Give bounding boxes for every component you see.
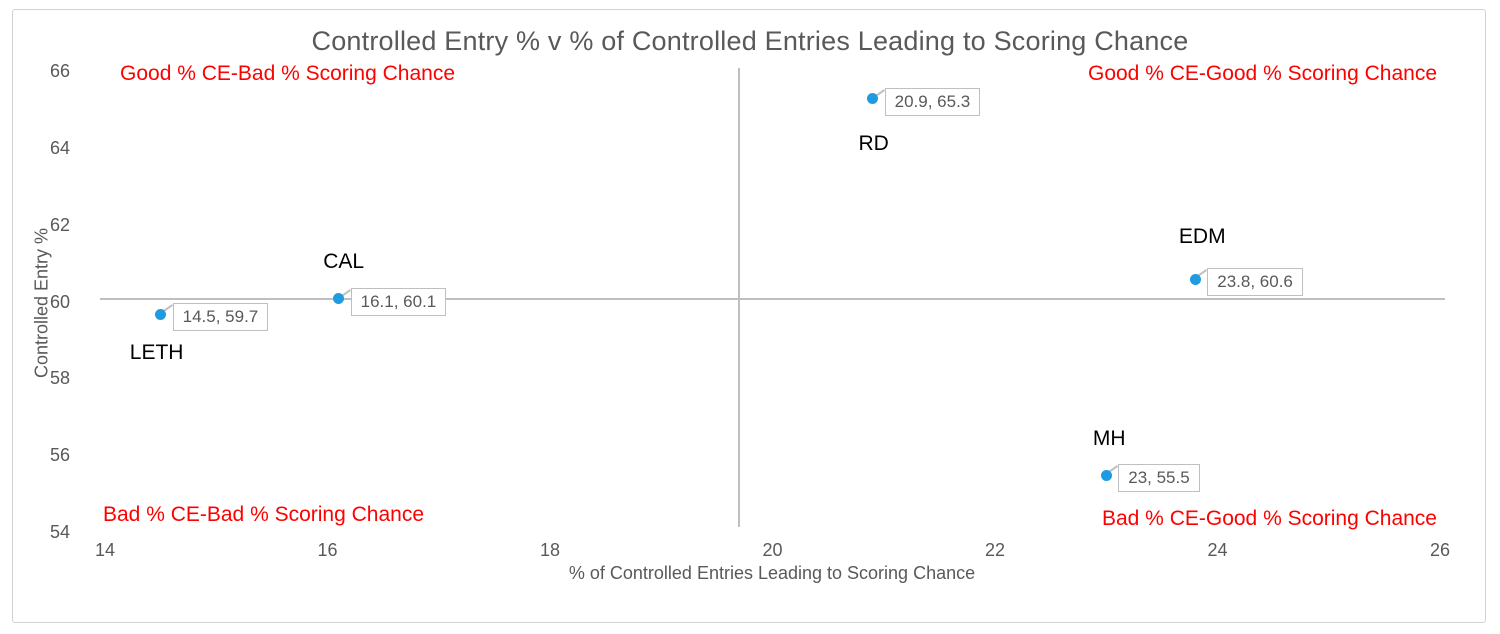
data-callout-leth: 14.5, 59.7 [172,303,269,332]
y-axis-tick-label: 56 [49,445,70,466]
team-label-edm: EDM [1178,225,1226,249]
quadrant-label-top-right: Good % CE-Good % Scoring Chance [1087,62,1437,85]
chart-title: Controlled Entry % v % of Controlled Ent… [311,26,1189,56]
team-label-mh: MH [1092,427,1126,451]
x-axis-tick-label: 14 [94,540,116,560]
x-axis-tick-label: 24 [1207,540,1228,560]
data-callout-rd: 20.9, 65.3 [884,87,981,116]
x-axis-title: % of Controlled Entries Leading to Scori… [568,563,976,583]
x-axis-tick-label: 16 [317,540,338,560]
quadrant-label-bottom-left: Bad % CE-Bad % Scoring Chance [103,503,424,526]
data-point-mh [1100,469,1112,481]
data-callout-mh: 23, 55.5 [1118,464,1200,493]
y-axis-tick-label: 66 [49,61,70,81]
y-axis-tick-label: 58 [49,368,70,389]
data-callout-cal: 16.1, 60.1 [350,287,447,316]
x-axis-tick-label: 22 [984,540,1006,560]
x-axis-tick-label: 20 [762,540,783,560]
y-axis-tick-label: 62 [49,214,70,235]
data-point-edm [1189,273,1201,285]
data-callout-edm: 23.8, 60.6 [1207,268,1303,297]
quadrant-divider-horizontal [100,297,1445,300]
quadrant-label-top-left: Good % CE-Bad % Scoring Chance [120,62,456,85]
team-label-leth: LETH [129,341,184,365]
x-axis-tick-label: 26 [1429,540,1451,560]
data-point-leth [155,308,167,320]
y-axis-tick-label: 64 [49,137,70,158]
x-axis-tick-label: 18 [539,540,561,560]
y-axis-tick-label: 54 [49,522,70,542]
y-axis-tick-label: 60 [49,291,70,312]
team-label-rd: RD [858,131,889,155]
quadrant-label-bottom-right: Bad % CE-Good % Scoring Chance [1101,507,1437,530]
team-label-cal: CAL [323,249,365,273]
data-point-cal [333,293,345,305]
data-point-rd [867,93,879,105]
quadrant-divider-vertical [738,68,741,527]
